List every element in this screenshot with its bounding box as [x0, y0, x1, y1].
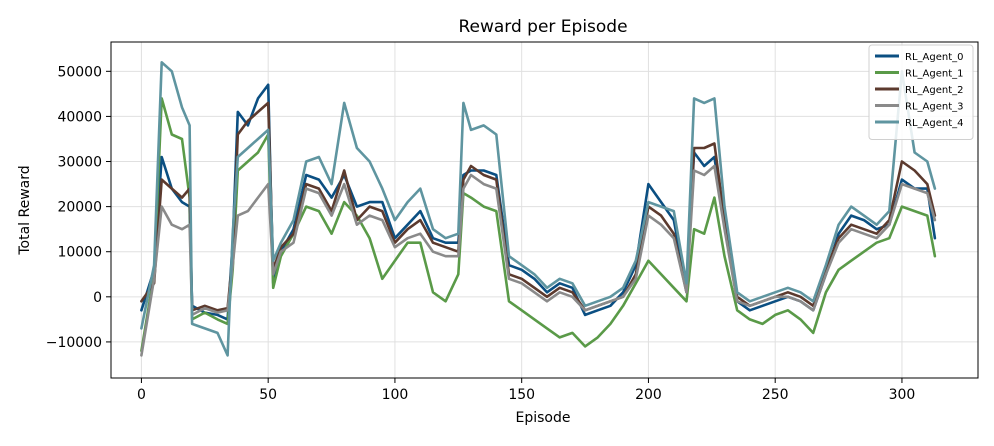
y-tick-label: 20000	[57, 200, 102, 216]
legend: RL_Agent_0 RL_Agent_1 RL_Agent_2 RL_Agent_3…	[868, 44, 974, 140]
series-line-rl-agent-3	[140, 164, 937, 357]
y-axis-label: Total Reward	[17, 165, 33, 255]
x-axis-label: Episode	[516, 410, 571, 426]
legend-label: RL_Agent_1	[905, 69, 963, 80]
plot-frame	[110, 41, 979, 379]
legend-label: RL_Agent_0	[905, 52, 963, 63]
series-line-rl-agent-1	[140, 97, 937, 353]
x-axis-ticks: 0 50 100 150 200 250 300	[137, 378, 915, 403]
legend-label: RL_Agent_2	[905, 85, 963, 96]
y-tick-label: 0	[93, 290, 102, 306]
series-group	[140, 60, 937, 357]
y-tick-label: 40000	[57, 109, 102, 125]
x-tick-label: 0	[137, 387, 146, 403]
x-tick-label: 300	[889, 387, 916, 403]
y-tick-label: 30000	[57, 155, 102, 171]
y-tick-label: −10000	[46, 335, 102, 351]
series-line-rl-agent-4	[140, 60, 937, 357]
y-tick-label: 10000	[57, 245, 102, 261]
x-tick-label: 50	[259, 387, 277, 403]
y-axis-ticks: −10000 0 10000 20000 30000 40000 50000	[46, 64, 111, 351]
y-tick-label: 50000	[57, 64, 102, 80]
legend-label: RL_Agent_4	[905, 118, 963, 129]
x-tick-label: 150	[508, 387, 535, 403]
x-tick-label: 100	[382, 387, 409, 403]
x-tick-label: 250	[762, 387, 789, 403]
chart-title: Reward per Episode	[458, 17, 627, 37]
x-tick-label: 200	[635, 387, 662, 403]
legend-box	[868, 44, 974, 140]
legend-label: RL_Agent_3	[905, 102, 963, 113]
